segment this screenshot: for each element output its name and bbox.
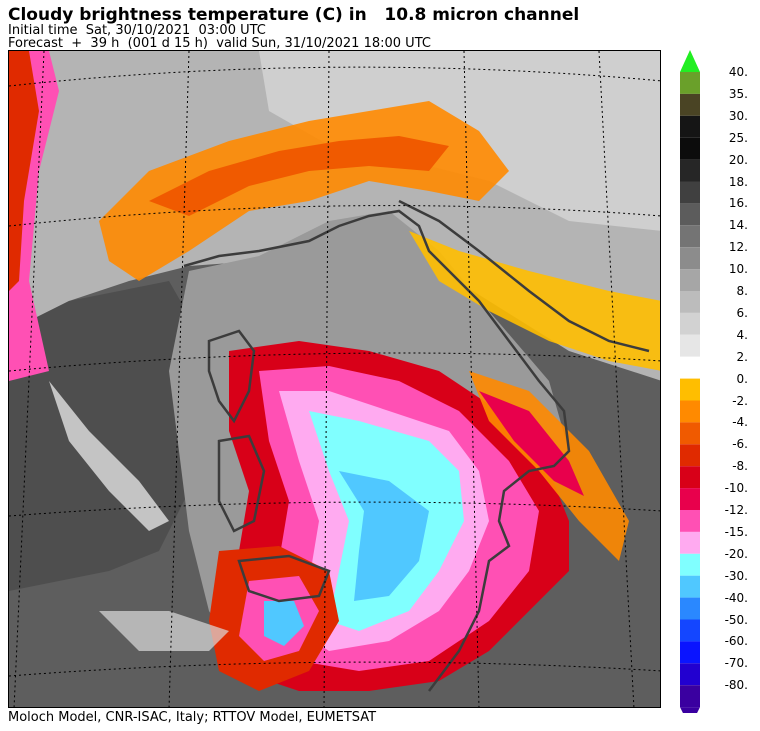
map-graphic [9, 51, 660, 707]
colorbar-tick-label: 30. [728, 108, 748, 123]
coldest-tops [339, 471, 429, 601]
colorbar-swatch [680, 663, 700, 686]
colorbar-graphic [680, 50, 700, 713]
colorbar-tick-label: -20. [724, 546, 748, 561]
colorbar-swatch [680, 488, 700, 510]
colorbar-swatch [680, 378, 700, 401]
alpine-cloud-core [149, 136, 449, 216]
colorbar-swatch [680, 203, 700, 226]
colorbar-swatch [680, 641, 700, 664]
colorbar-tick-label: 0. [736, 371, 748, 386]
colorbar-tick-label: -40. [724, 590, 748, 605]
colorbar-tick-label: 25. [728, 130, 748, 145]
colorbar-bottom-arrow [680, 707, 700, 713]
latlon-grid [9, 51, 660, 707]
colorbar-swatch [680, 137, 700, 160]
color-legend: 40. 35. 30. 25. 20. 18. 16. 14. 12. 10. 8. 6. 4. 2. 0.… [678, 48, 758, 713]
colorbar-tick-label: 18. [728, 174, 748, 189]
colorbar-tick-label: 16. [728, 196, 748, 211]
colorbar-tick-label: -4. [732, 415, 748, 430]
colorbar-swatch [680, 444, 700, 467]
colorbar-tick-label: 4. [736, 327, 748, 342]
coastlines [183, 199, 650, 692]
colorbar-tick-label: -8. [732, 459, 748, 474]
colorbar-swatch [680, 466, 700, 489]
satellite-map [8, 50, 661, 708]
colorbar-tick-label: 12. [728, 240, 748, 255]
colorbar-tick-label: -30. [724, 568, 748, 583]
colorbar-swatch [680, 247, 700, 270]
colorbar-tick-label: -6. [732, 437, 748, 452]
colorbar-tick-label: 14. [728, 218, 748, 233]
colorbar-swatch [680, 115, 700, 138]
colorbar-swatch [680, 422, 700, 445]
footer-credits: Moloch Model, CNR-ISAC, Italy; RTTOV Mod… [8, 710, 377, 725]
colorbar-tick-label: 10. [728, 262, 748, 277]
colorbar-swatch [680, 356, 700, 379]
colorbar-tick-label: -12. [724, 503, 748, 517]
colorbar-swatch [680, 597, 700, 620]
colorbar-swatch [680, 269, 700, 291]
colorbar-tick-label: -50. [724, 612, 748, 627]
colorbar-swatch [680, 181, 700, 204]
colorbar-swatch [680, 531, 700, 554]
colorbar-tick-label: -10. [724, 481, 748, 496]
colorbar-tick-label: -80. [724, 678, 748, 693]
colorbar-swatch [680, 334, 700, 357]
colorbar-swatch [680, 225, 700, 248]
colorbar-tick-label: 2. [736, 349, 748, 364]
colorbar-top-arrow [680, 50, 700, 72]
colorbar-swatch [680, 312, 700, 335]
chart-title: Cloudy brightness temperature (C) in 10.… [8, 5, 580, 25]
colorbar-tick-label: 20. [728, 152, 748, 167]
colorbar-tick-label: -70. [724, 656, 748, 671]
initial-time-label: Initial time Sat, 30/10/2021 03:00 UTC [8, 23, 266, 38]
colorbar-swatch [680, 93, 700, 116]
colorbar-tick-label: -60. [724, 634, 748, 649]
colorbar-swatch [680, 619, 700, 642]
colorbar-swatch [680, 553, 700, 576]
colorbar-swatch [680, 575, 700, 598]
colorbar-tick-label: 6. [736, 305, 748, 320]
cirrus-streak [49, 381, 169, 531]
colorbar-swatch [680, 510, 700, 532]
colorbar-swatch [680, 159, 700, 182]
colorbar-swatch [680, 72, 700, 94]
colorbar-swatch [680, 685, 700, 708]
colorbar-tick-label: 8. [736, 284, 748, 298]
colorbar-tick-label: 40. [728, 65, 748, 79]
colorbar-tick-label: -2. [732, 393, 748, 408]
colorbar-swatch [680, 291, 700, 313]
colorbar-tick-label: 35. [728, 86, 748, 101]
colorbar-tick-label: -15. [724, 524, 748, 539]
forecast-time-label: Forecast + 39 h (001 d 15 h) valid Sun, … [8, 36, 431, 51]
colorbar-swatch [680, 400, 700, 423]
